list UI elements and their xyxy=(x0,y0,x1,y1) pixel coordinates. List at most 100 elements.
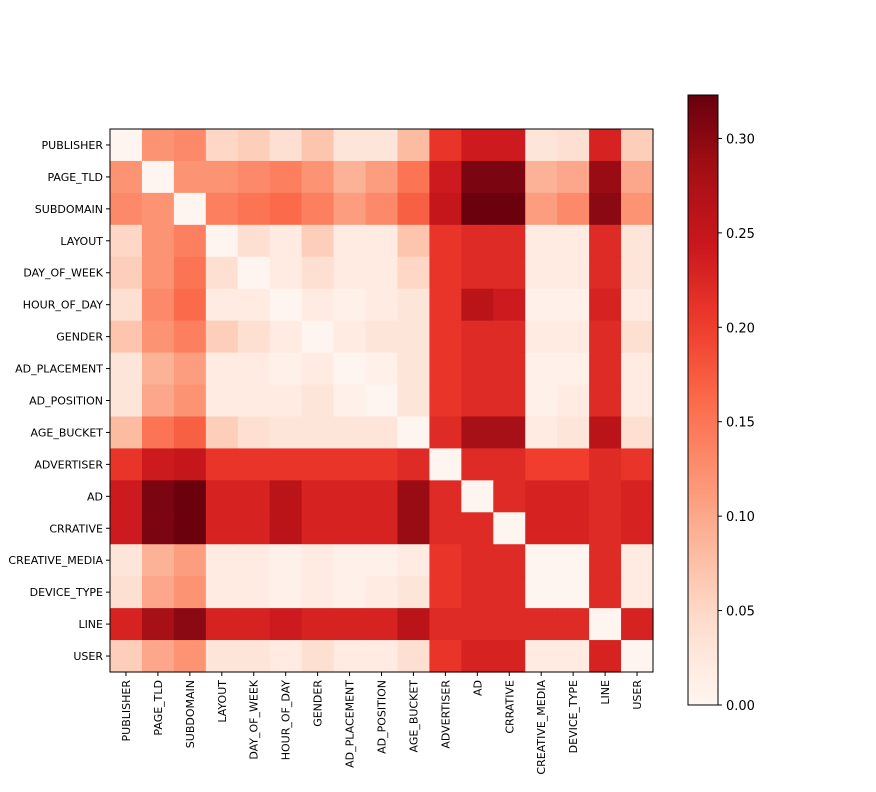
heatmap-cell xyxy=(237,288,271,322)
heatmap-cell xyxy=(397,576,431,609)
heatmap-cell xyxy=(461,448,494,481)
heatmap-cell xyxy=(589,320,622,354)
heatmap-cell xyxy=(461,224,494,258)
heatmap-cell xyxy=(461,576,494,609)
heatmap-cell xyxy=(301,288,335,322)
heatmap-cell xyxy=(110,160,143,194)
heatmap-cell xyxy=(557,480,590,513)
heatmap-cell xyxy=(110,320,143,354)
heatmap-cell xyxy=(589,480,622,513)
heatmap-cell xyxy=(493,288,526,322)
heatmap-cell xyxy=(429,512,462,545)
heatmap-cell xyxy=(269,352,303,386)
heatmap-cell xyxy=(269,512,303,545)
heatmap-cell xyxy=(110,512,143,545)
heatmap-cell xyxy=(173,288,207,322)
heatmap-cell xyxy=(365,544,399,577)
heatmap-cell xyxy=(333,416,367,450)
heatmap-cell xyxy=(429,384,462,418)
y-tick-label: HOUR_OF_DAY xyxy=(23,299,104,312)
heatmap-cell xyxy=(429,256,462,290)
heatmap-cell xyxy=(589,640,622,673)
heatmap-cell xyxy=(493,160,526,194)
heatmap-cell xyxy=(589,384,622,418)
heatmap-cell xyxy=(493,640,526,673)
heatmap-cell xyxy=(173,256,207,290)
heatmap-cell xyxy=(205,608,239,641)
heatmap-cell xyxy=(525,256,558,290)
heatmap-cell xyxy=(365,192,399,226)
heatmap-cell xyxy=(365,512,399,545)
heatmap-cells xyxy=(110,129,654,673)
heatmap-cell xyxy=(269,224,303,258)
heatmap-cell xyxy=(397,480,431,513)
heatmap-cell xyxy=(397,544,431,577)
heatmap-cell xyxy=(429,480,462,513)
heatmap-cell xyxy=(621,608,654,641)
heatmap-cell xyxy=(237,384,271,418)
y-tick-labels: PUBLISHER PAGE_TLD SUBDOMAIN LAYOUT DAY_OF_W… xyxy=(8,139,110,663)
heatmap-cell xyxy=(461,416,494,450)
heatmap-cell xyxy=(621,544,654,577)
heatmap-cell xyxy=(205,544,239,577)
y-tick-label: DEVICE_TYPE xyxy=(30,586,103,599)
heatmap-cell xyxy=(429,352,462,386)
heatmap-cell xyxy=(429,288,462,322)
heatmap-cell xyxy=(397,416,431,450)
heatmap-cell xyxy=(525,608,558,641)
heatmap-cell xyxy=(237,256,271,290)
heatmap-cell xyxy=(397,288,431,322)
heatmap-cell xyxy=(269,320,303,354)
heatmap-cell xyxy=(237,512,271,545)
y-tick-label: USER xyxy=(73,650,103,663)
heatmap-cell xyxy=(557,288,590,322)
heatmap-cell xyxy=(205,352,239,386)
heatmap-cell xyxy=(365,288,399,322)
heatmap-cell xyxy=(365,480,399,513)
heatmap-cell xyxy=(365,320,399,354)
heatmap-cell xyxy=(301,224,335,258)
heatmap-cell xyxy=(365,224,399,258)
heatmap-cell xyxy=(333,288,367,322)
x-tick-label: GENDER xyxy=(312,680,325,727)
colorbar-tick-label: 0.30 xyxy=(726,132,755,147)
heatmap-cell xyxy=(237,544,271,577)
heatmap-cell xyxy=(557,512,590,545)
heatmap-cell xyxy=(205,160,239,194)
heatmap-cell xyxy=(141,640,175,673)
heatmap-cell xyxy=(557,448,590,481)
y-tick-label: LAYOUT xyxy=(60,235,103,248)
x-tick-labels: PUBLISHER PAGE_TLD SUBDOMAIN LAYOUT DAY_OF_W… xyxy=(120,672,644,775)
heatmap-cell xyxy=(397,160,431,194)
heatmap-cell xyxy=(365,576,399,609)
heatmap-cell xyxy=(493,256,526,290)
heatmap-cell xyxy=(621,512,654,545)
heatmap-cell xyxy=(173,608,207,641)
heatmap-cell xyxy=(461,256,494,290)
heatmap-cell xyxy=(301,480,335,513)
heatmap-cell xyxy=(493,544,526,577)
heatmap-cell xyxy=(205,129,239,162)
y-tick-label: LINE xyxy=(78,618,103,631)
heatmap-cell xyxy=(525,480,558,513)
heatmap-cell xyxy=(269,448,303,481)
heatmap-cell xyxy=(397,192,431,226)
heatmap-cell xyxy=(621,256,654,290)
x-tick-label: USER xyxy=(631,680,644,710)
heatmap-cell xyxy=(557,576,590,609)
heatmap-cell xyxy=(205,256,239,290)
heatmap-cell xyxy=(110,256,143,290)
x-tick-label: SUBDOMAIN xyxy=(184,680,197,748)
y-tick-label: AD xyxy=(87,490,103,503)
heatmap-cell xyxy=(461,320,494,354)
heatmap-cell xyxy=(589,512,622,545)
heatmap-cell xyxy=(333,224,367,258)
heatmap-cell xyxy=(110,480,143,513)
heatmap-cell xyxy=(301,416,335,450)
heatmap-cell xyxy=(461,384,494,418)
heatmap-cell xyxy=(141,192,175,226)
heatmap-cell xyxy=(397,256,431,290)
heatmap-cell xyxy=(365,352,399,386)
heatmap-cell xyxy=(621,480,654,513)
